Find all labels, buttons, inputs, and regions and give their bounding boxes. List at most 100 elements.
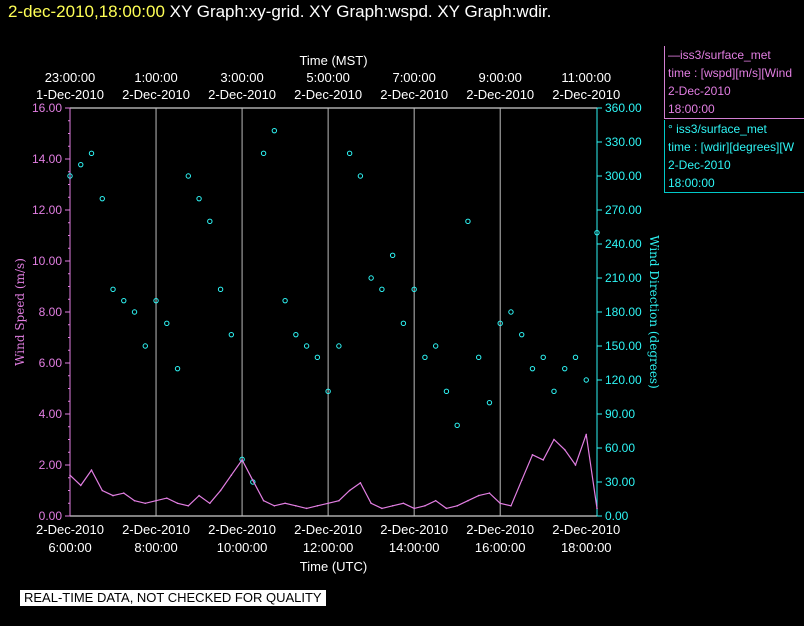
wdir-point: [562, 365, 568, 372]
wspd-point: [531, 454, 534, 456]
wdir-point: [346, 150, 353, 157]
wspd-line: [69, 434, 598, 510]
wspd-point: [391, 505, 394, 507]
left-tick-label: 6.00: [39, 356, 63, 370]
wdir-point: [475, 354, 482, 361]
wspd-point: [230, 474, 233, 477]
left-tick-label: 4.00: [39, 407, 63, 421]
legend-wspd-time: 18:00:00: [668, 102, 715, 116]
top-tick-date: 1-Dec-2010: [36, 87, 104, 102]
chart-title: 2-dec-2010,18:00:00 XY Graph:xy-grid. XY…: [8, 2, 551, 22]
wdir-point: [529, 365, 536, 372]
wdir-point: [443, 388, 450, 395]
wdir-point: [486, 399, 493, 406]
right-tick-label: 120.00: [605, 373, 642, 387]
wspd-point: [209, 502, 211, 505]
bottom-tick-date: 2-Dec-2010: [208, 522, 276, 537]
wspd-point: [434, 499, 437, 502]
top-tick-date: 2-Dec-2010: [122, 87, 190, 102]
wspd-point: [176, 502, 179, 505]
wdir-point: [497, 320, 503, 327]
wspd-point: [574, 464, 577, 466]
wdir-point: [217, 286, 224, 293]
wdir-point: [454, 422, 460, 429]
right-tick-label: 210.00: [605, 271, 642, 285]
wdir-point: [368, 275, 374, 281]
wspd-point: [477, 494, 480, 497]
title-timestamp: 2-dec-2010,18:00:00: [8, 2, 165, 21]
top-tick-time: 9:00:00: [479, 70, 522, 85]
wspd-point: [413, 507, 415, 510]
wdir-point: [153, 297, 159, 304]
wdir-point: [540, 354, 546, 361]
right-tick-label: 90.00: [605, 407, 635, 421]
top-tick-date: 2-Dec-2010: [208, 87, 276, 102]
wdir-point: [239, 456, 245, 463]
wdir-point: [303, 343, 310, 349]
wspd-point: [445, 507, 448, 510]
top-tick-date: 2-Dec-2010: [466, 87, 534, 102]
right-tick-label: 240.00: [605, 237, 642, 251]
legend-wspd-line-icon: —: [668, 48, 680, 62]
top-tick-date: 2-Dec-2010: [552, 87, 620, 102]
wspd-point: [273, 505, 276, 507]
wspd-point: [585, 433, 588, 436]
bottom-tick-date: 2-Dec-2010: [36, 522, 104, 537]
wdir-point: [389, 252, 396, 259]
top-tick-time: 23:00:00: [45, 70, 96, 85]
wspd-point: [133, 499, 136, 502]
bottom-tick-time: 12:00:00: [303, 540, 354, 555]
wdir-point: [174, 365, 181, 372]
left-tick-label: 8.00: [39, 305, 63, 319]
wspd-point: [510, 505, 512, 507]
wspd-point: [79, 484, 82, 487]
legend-wdir: ° iss3/surface_met time : [wdir][degrees…: [664, 120, 804, 193]
legend-wspd-date: 2-Dec-2010: [668, 84, 731, 98]
wdir-point: [260, 150, 267, 157]
right-tick-label: 60.00: [605, 441, 635, 455]
wdir-point: [164, 320, 170, 327]
wspd-point: [402, 502, 405, 505]
wdir-point: [314, 354, 321, 361]
wspd-point: [198, 494, 200, 497]
wspd-point: [252, 479, 254, 482]
wspd-point: [155, 499, 157, 502]
legend-wspd: —iss3/surface_met time : [wspd][m/s][Win…: [664, 46, 804, 119]
wdir-point: [432, 343, 439, 349]
right-tick-label: 330.00: [605, 135, 642, 149]
bottom-tick-date: 2-Dec-2010: [294, 522, 362, 537]
wdir-point: [88, 150, 95, 157]
right-tick-label: 180.00: [605, 305, 642, 319]
wspd-point: [596, 507, 598, 510]
left-tick-label: 2.00: [39, 458, 63, 472]
bottom-tick-time: 10:00:00: [217, 540, 268, 555]
wspd-point: [381, 507, 383, 510]
wdir-point: [131, 309, 138, 315]
wspd-point: [144, 502, 147, 505]
bottom-tick-time: 8:00:00: [134, 540, 177, 555]
wspd-point: [262, 499, 265, 502]
wspd-point: [499, 502, 502, 505]
bottom-tick-date: 2-Dec-2010: [380, 522, 448, 537]
left-tick-label: 10.00: [32, 254, 62, 268]
wdir-point: [121, 297, 127, 304]
wdir-point: [465, 218, 471, 225]
wdir-point: [110, 286, 116, 293]
top-tick-time: 1:00:00: [134, 70, 177, 85]
plot-frame: [69, 107, 598, 517]
right-axis-label: Wind Direction (degrees): [647, 235, 661, 389]
wspd-point: [348, 489, 351, 492]
wspd-point: [187, 505, 190, 507]
bottom-tick-time: 18:00:00: [561, 540, 612, 555]
legend-wdir-name: iss3/surface_met: [676, 122, 767, 136]
wspd-point: [520, 479, 523, 482]
wdir-point: [325, 388, 331, 395]
wdir-point: [78, 161, 84, 168]
bottom-tick-date: 2-Dec-2010: [466, 522, 534, 537]
wdir-point: [196, 195, 202, 202]
left-tick-label: 16.00: [32, 101, 62, 115]
wdir-point: [411, 286, 417, 293]
top-tick-time: 3:00:00: [220, 70, 263, 85]
wspd-point: [338, 499, 340, 502]
